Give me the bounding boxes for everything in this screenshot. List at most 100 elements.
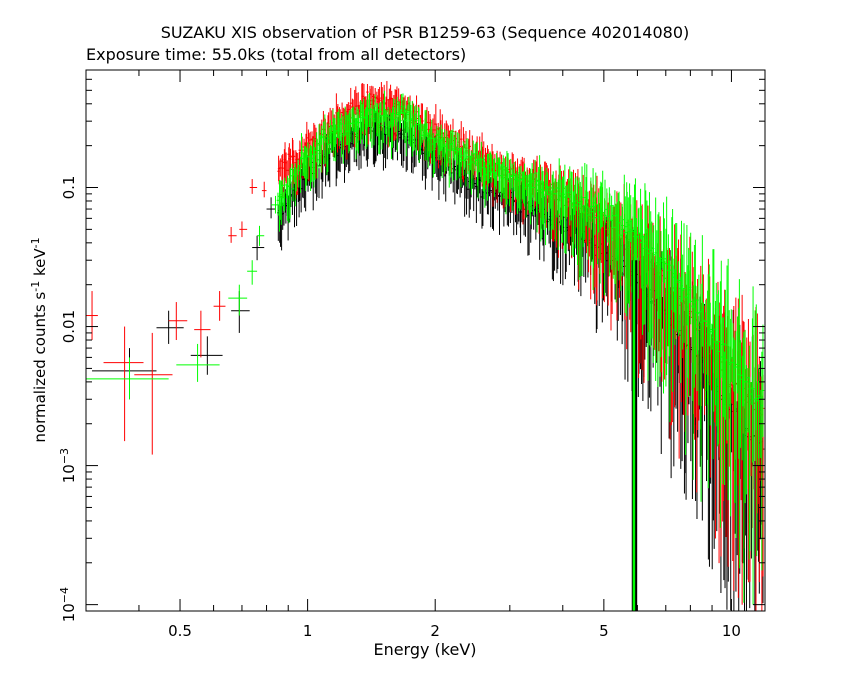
data-point — [603, 179, 607, 225]
data-point — [502, 155, 505, 199]
x-tick-label: 2 — [430, 622, 440, 640]
data-point — [668, 260, 672, 423]
data-point — [289, 148, 292, 170]
x-tick-label: 0.5 — [168, 622, 192, 640]
data-point — [294, 168, 298, 192]
data-point — [587, 207, 591, 228]
data-point — [286, 175, 289, 221]
data-point — [506, 153, 510, 181]
data-point — [739, 340, 742, 448]
data-point — [438, 138, 442, 161]
data-point — [266, 197, 276, 219]
data-point — [376, 103, 379, 137]
data-point — [757, 364, 761, 466]
y-tick-label-base: 10 — [60, 464, 78, 483]
data-point — [276, 192, 280, 216]
data-point — [441, 137, 445, 158]
data-point — [168, 302, 188, 341]
y-tick-label-base: 10 — [60, 603, 78, 622]
data-point — [480, 141, 483, 183]
data-point — [586, 191, 590, 260]
data-point — [745, 365, 748, 495]
data-point — [283, 177, 286, 211]
data-point — [734, 331, 738, 539]
data-point — [601, 170, 604, 228]
data-point — [580, 166, 584, 277]
data-point — [413, 106, 416, 151]
data-point — [617, 191, 621, 281]
data-point — [573, 177, 577, 249]
data-point — [533, 160, 537, 202]
data-point — [621, 206, 624, 273]
data-point — [419, 123, 423, 146]
dropout-lines — [631, 260, 638, 611]
data-point — [487, 153, 490, 184]
y-tick-label: 10−3 — [58, 448, 78, 483]
y-tick-label: 0.01 — [60, 310, 78, 343]
data-point — [466, 177, 470, 199]
data-point — [623, 196, 627, 313]
data-point — [228, 284, 248, 316]
data-point — [213, 291, 226, 321]
data-point — [362, 98, 365, 144]
data-point — [715, 282, 718, 427]
data-point — [443, 129, 446, 174]
data-point — [392, 98, 395, 127]
data-point — [542, 181, 546, 230]
data-point — [565, 184, 569, 218]
data-point — [490, 154, 494, 183]
y-tick-label-exp: −3 — [58, 448, 71, 464]
data-point — [281, 179, 284, 207]
data-point — [86, 291, 98, 341]
data-point — [409, 104, 413, 147]
data-point — [394, 108, 398, 126]
data-point — [597, 192, 600, 233]
data-point — [447, 138, 451, 188]
data-point — [663, 218, 666, 283]
data-point — [156, 310, 184, 344]
data-point — [724, 289, 727, 420]
data-point — [411, 115, 415, 152]
data-point — [677, 272, 681, 334]
data-point — [559, 169, 562, 226]
data-point — [290, 163, 294, 181]
x-tick-label: 5 — [599, 622, 609, 640]
data-point — [326, 123, 330, 172]
data-point — [338, 118, 342, 142]
chart-title: SUZAKU XIS observation of PSR B1259-63 (… — [161, 23, 690, 42]
data-point — [470, 150, 473, 195]
data-point — [694, 239, 697, 375]
data-point — [405, 105, 409, 133]
data-point — [503, 158, 506, 199]
data-point — [134, 332, 173, 455]
data-point — [582, 204, 585, 248]
data-point — [484, 167, 488, 181]
data-point — [755, 381, 759, 557]
data-point — [176, 343, 220, 382]
data-point — [249, 179, 258, 194]
data-point — [388, 120, 391, 147]
data-point — [366, 94, 370, 128]
data-point — [261, 181, 267, 198]
data-point — [611, 204, 615, 279]
data-point — [551, 171, 555, 231]
data-point — [702, 302, 705, 374]
data-point — [297, 165, 301, 188]
data-point — [511, 168, 515, 211]
data-point — [239, 221, 248, 238]
data-point — [349, 108, 353, 143]
data-point — [720, 260, 723, 378]
data-point — [300, 147, 304, 176]
data-point — [373, 94, 377, 123]
data-point — [305, 121, 309, 152]
data-point — [299, 156, 302, 193]
data-point — [583, 162, 587, 240]
data-point — [608, 193, 612, 266]
data-point — [489, 177, 493, 228]
data-point — [464, 139, 468, 160]
data-point — [401, 93, 405, 140]
data-point — [395, 96, 399, 152]
data-point — [546, 172, 549, 196]
data-point — [570, 172, 574, 256]
